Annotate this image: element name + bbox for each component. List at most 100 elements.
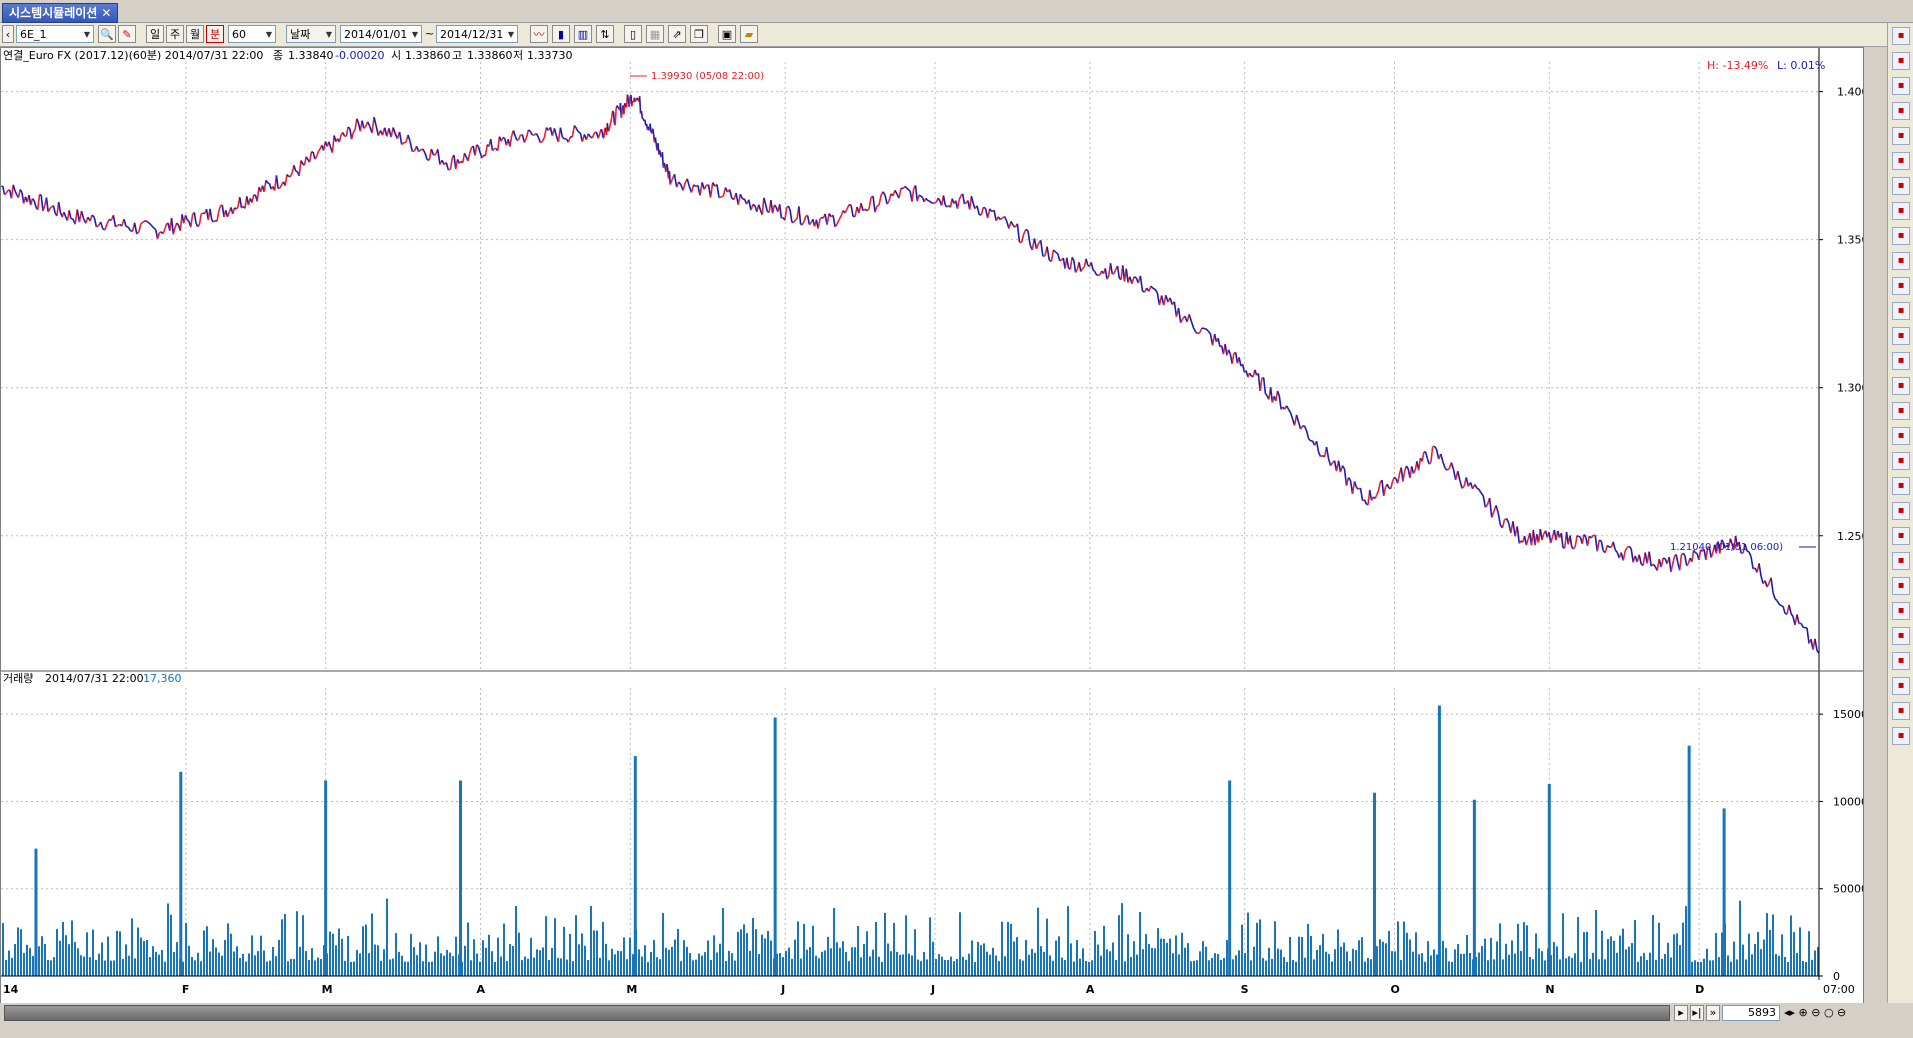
close-icon[interactable]: ✕ — [101, 6, 112, 20]
price-segment — [1430, 446, 1434, 463]
pitchfork-icon[interactable]: ▪ — [1892, 427, 1910, 445]
crosshair-icon[interactable]: ▪ — [1892, 77, 1910, 95]
price-segment — [1131, 276, 1135, 284]
line-chart-icon[interactable]: 〰 — [530, 25, 548, 43]
price-segment — [489, 138, 494, 151]
zoom-controls-icon[interactable]: ◂▸ ⊕ ⊖ ○ ⊖ — [1784, 1006, 1847, 1019]
pointer-icon[interactable]: ▪ — [1892, 27, 1910, 45]
price-segment — [516, 138, 519, 142]
price-segment — [226, 211, 231, 218]
cross-icon[interactable]: ▪ — [1892, 202, 1910, 220]
price-segment — [231, 207, 236, 215]
gann-icon[interactable]: ▪ — [1892, 402, 1910, 420]
period-month-button[interactable]: 월 — [186, 25, 204, 43]
grid-tool-icon[interactable]: ▪ — [1892, 552, 1910, 570]
channel-icon[interactable]: ▪ — [1892, 277, 1910, 295]
scroll-end-icon[interactable]: ▸| — [1690, 1005, 1704, 1021]
price-segment — [1254, 369, 1258, 376]
search-icon[interactable]: 🔍 — [98, 25, 116, 43]
andrews-icon[interactable]: ▪ — [1892, 502, 1910, 520]
price-segment — [638, 96, 642, 114]
cycle-icon[interactable]: ▪ — [1892, 452, 1910, 470]
price-segment — [610, 117, 613, 123]
hline-icon[interactable]: ▪ — [1892, 152, 1910, 170]
ellipse-icon[interactable]: ▪ — [1892, 702, 1910, 720]
price-segment — [284, 174, 288, 186]
document-icon[interactable]: ▯ — [624, 25, 642, 43]
price-segment — [373, 117, 377, 127]
chart-canvas[interactable]: 14 F M A M J J A S O N D 1.40000 1.35000 1.30000 1.2500… — [1, 48, 1863, 1006]
copy-icon[interactable]: ❐ — [690, 25, 708, 43]
price-segment — [186, 219, 190, 223]
fib-arc-icon[interactable]: ▪ — [1892, 352, 1910, 370]
measure-icon[interactable]: ▪ — [1892, 127, 1910, 145]
chart-area[interactable]: 14 F M A M J J A S O N D 1.40000 1.35000 1.30000 1.2500… — [0, 47, 1864, 1007]
text-icon[interactable]: ▪ — [1892, 577, 1910, 595]
sort-icon[interactable]: ⇅ — [596, 25, 614, 43]
regression-icon[interactable]: ▪ — [1892, 527, 1910, 545]
period-day-button[interactable]: 일 — [146, 25, 164, 43]
time-scrollbar[interactable] — [4, 1005, 1670, 1021]
price-segment — [1203, 327, 1207, 330]
speed-line-icon[interactable]: ▪ — [1892, 477, 1910, 495]
clock-icon[interactable]: ▪ — [1892, 727, 1910, 745]
price-segment — [778, 204, 783, 219]
price-segment — [718, 196, 722, 199]
price-segment — [1195, 331, 1199, 335]
price-segment — [420, 148, 424, 151]
fib-time-icon[interactable]: ▪ — [1892, 377, 1910, 395]
scroll-fast-icon[interactable]: » — [1706, 1005, 1720, 1021]
price-segment — [1317, 451, 1322, 457]
price-segment — [1, 185, 6, 195]
folder-icon[interactable]: ▰ — [740, 25, 758, 43]
up-arrow-icon[interactable]: ▪ — [1892, 602, 1910, 620]
period-minute-button[interactable]: 분 — [206, 25, 224, 43]
price-segment — [1581, 534, 1585, 544]
price-segment — [1612, 541, 1617, 551]
tab-system-simulation[interactable]: 시스템시뮬레이션 ✕ — [2, 3, 119, 23]
scroll-left-icon[interactable]: ‹ — [2, 25, 14, 43]
price-segment — [106, 219, 110, 225]
price-segment — [509, 135, 513, 147]
bar-chart-icon[interactable]: ▮ — [552, 25, 570, 43]
zoom-input[interactable]: 5893 — [1722, 1005, 1780, 1021]
price-segment — [1347, 477, 1352, 481]
price-segment — [17, 189, 22, 198]
symbol-select[interactable]: 6E_1 ▼ — [16, 25, 94, 43]
cursor-icon[interactable]: ▪ — [1892, 52, 1910, 70]
fibonacci-icon[interactable]: ▪ — [1892, 302, 1910, 320]
export-icon[interactable]: ⇗ — [668, 25, 686, 43]
price-segment — [1320, 454, 1323, 458]
save-icon[interactable]: ▣ — [718, 25, 736, 43]
trendline-icon[interactable]: ▪ — [1892, 227, 1910, 245]
period-week-button[interactable]: 주 — [166, 25, 184, 43]
price-segment — [904, 185, 908, 189]
rectangle-icon[interactable]: ▪ — [1892, 652, 1910, 670]
price-segment — [1188, 314, 1193, 322]
start-date-input[interactable]: 2014/01/01 ▼ — [340, 25, 422, 43]
price-segment — [235, 206, 239, 210]
price-segment — [1720, 539, 1725, 543]
fib-fan-icon[interactable]: ▪ — [1892, 327, 1910, 345]
price-segment — [1363, 499, 1367, 505]
price-segment — [682, 182, 686, 191]
table-icon[interactable]: ▦ — [646, 25, 664, 43]
price-segment — [1339, 465, 1344, 473]
candle-chart-icon[interactable]: ▥ — [574, 25, 592, 43]
price-segment — [1578, 535, 1581, 539]
down-arrow-icon[interactable]: ▪ — [1892, 627, 1910, 645]
end-date-input[interactable]: 2014/12/31 ▼ — [436, 25, 518, 43]
price-segment — [1046, 246, 1051, 260]
interval-select[interactable]: 60 ▼ — [228, 25, 276, 43]
scroll-right-icon[interactable]: ▸ — [1674, 1005, 1688, 1021]
vline-icon[interactable]: ▪ — [1892, 177, 1910, 195]
price-segment — [338, 134, 342, 143]
circle-icon[interactable]: ▪ — [1892, 677, 1910, 695]
price-segment — [728, 189, 733, 199]
zoom-icon[interactable]: ▪ — [1892, 102, 1910, 120]
price-segment — [1341, 465, 1346, 470]
pin-icon[interactable]: ✎ — [118, 25, 136, 43]
price-segment — [31, 198, 35, 202]
date-mode-select[interactable]: 날짜 ▼ — [286, 25, 336, 43]
ray-icon[interactable]: ▪ — [1892, 252, 1910, 270]
